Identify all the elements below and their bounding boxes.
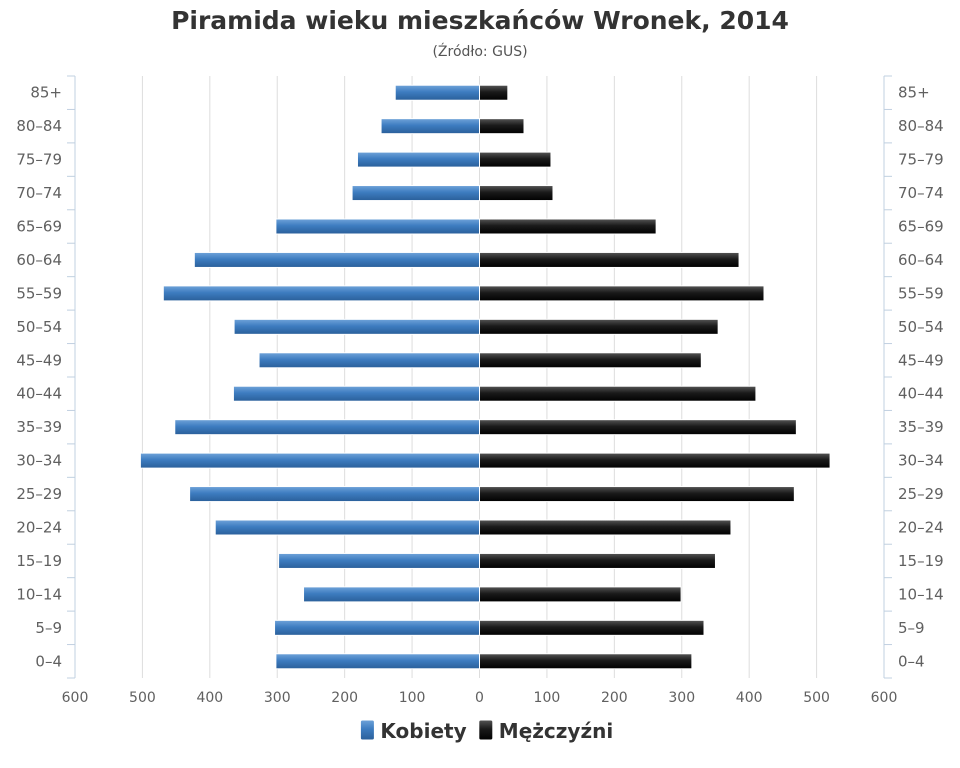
bar-mezczyzni[interactable] [479,385,757,402]
legend-label[interactable]: Mężczyźni [499,719,613,743]
legend-swatch[interactable] [359,719,375,741]
y-tick-label-left: 45–49 [16,351,62,369]
y-tick-label-right: 10–14 [898,585,944,603]
y-tick-label-left: 75–79 [16,151,62,169]
x-tick-label: 400 [196,690,223,706]
bar-mezczyzni[interactable] [479,118,525,135]
y-tick-label-left: 20–24 [16,519,62,537]
x-tick-label: 300 [668,690,695,706]
y-tick-label-right: 15–19 [898,552,944,570]
y-tick-label-right: 65–69 [898,218,944,236]
y-tick-label-right: 30–34 [898,452,944,470]
x-tick-label: 300 [264,690,291,706]
y-tick-label-left: 85+ [30,84,62,102]
bar-mezczyzni[interactable] [479,218,657,235]
bar-mezczyzni[interactable] [479,586,682,603]
legend-swatch[interactable] [478,719,494,741]
bar-mezczyzni[interactable] [479,519,732,536]
x-tick-label: 100 [399,690,426,706]
bar-mezczyzni[interactable] [479,653,693,670]
y-tick-label-left: 30–34 [16,452,62,470]
y-tick-label-right: 5–9 [898,619,925,637]
bar-mezczyzni[interactable] [479,251,740,268]
bar-mezczyzni[interactable] [479,419,797,436]
bar-kobiety[interactable] [214,519,481,536]
bar-kobiety[interactable] [233,318,480,335]
bar-mezczyzni[interactable] [479,619,705,636]
y-tick-label-left: 60–64 [16,251,62,269]
bar-mezczyzni[interactable] [479,151,552,168]
y-tick-label-right: 85+ [898,84,930,102]
y-tick-label-left: 65–69 [16,218,62,236]
bar-mezczyzni[interactable] [479,285,765,302]
y-tick-label-right: 20–24 [898,519,944,537]
bar-kobiety[interactable] [193,251,480,268]
y-tick-label-left: 25–29 [16,485,62,503]
bar-mezczyzni[interactable] [479,352,702,369]
y-tick-label-left: 10–14 [16,585,62,603]
y-tick-label-right: 75–79 [898,151,944,169]
y-tick-label-right: 0–4 [898,652,925,670]
chart-title: Piramida wieku mieszkańców Wronek, 2014 [171,6,789,35]
x-tick-label: 500 [803,690,830,706]
bar-kobiety[interactable] [380,118,480,135]
x-tick-label: 600 [62,690,89,706]
x-tick-label: 0 [475,690,484,706]
y-tick-label-left: 35–39 [16,418,62,436]
chart-subtitle: (Źródło: GUS) [432,44,528,60]
bar-kobiety[interactable] [394,84,480,101]
bar-kobiety[interactable] [274,619,481,636]
bar-kobiety[interactable] [351,185,480,202]
bar-kobiety[interactable] [232,385,480,402]
y-tick-label-right: 35–39 [898,418,944,436]
x-tick-label: 600 [871,690,898,706]
bar-kobiety[interactable] [275,218,480,235]
y-tick-label-right: 50–54 [898,318,944,336]
y-tick-label-left: 40–44 [16,385,62,403]
y-tick-label-right: 60–64 [898,251,944,269]
bar-mezczyzni[interactable] [479,486,795,503]
y-tick-label-left: 50–54 [16,318,62,336]
bar-kobiety[interactable] [278,552,480,569]
y-tick-label-right: 70–74 [898,184,944,202]
x-tick-label: 200 [331,690,358,706]
bar-kobiety[interactable] [139,452,480,469]
bar-mezczyzni[interactable] [479,185,554,202]
y-tick-label-right: 25–29 [898,485,944,503]
y-tick-label-left: 5–9 [35,619,62,637]
y-tick-label-right: 80–84 [898,117,944,135]
bar-kobiety[interactable] [174,419,480,436]
bar-kobiety[interactable] [162,285,480,302]
y-tick-label-left: 55–59 [16,284,62,302]
bar-kobiety[interactable] [258,352,480,369]
bar-kobiety[interactable] [303,586,481,603]
bar-mezczyzni[interactable] [479,318,719,335]
bar-mezczyzni[interactable] [479,552,716,569]
legend-label[interactable]: Kobiety [380,719,466,743]
y-tick-label-right: 55–59 [898,284,944,302]
bar-kobiety[interactable] [275,653,480,670]
x-tick-label: 200 [601,690,628,706]
bar-kobiety[interactable] [356,151,480,168]
y-tick-label-left: 80–84 [16,117,62,135]
y-tick-label-right: 40–44 [898,385,944,403]
x-tick-label: 500 [129,690,156,706]
y-tick-label-right: 45–49 [898,351,944,369]
x-tick-label: 400 [736,690,763,706]
x-tick-label: 100 [534,690,561,706]
bar-mezczyzni[interactable] [479,84,509,101]
y-tick-label-left: 0–4 [35,652,62,670]
bar-mezczyzni[interactable] [479,452,831,469]
y-tick-label-left: 70–74 [16,184,62,202]
bar-kobiety[interactable] [189,486,480,503]
y-tick-label-left: 15–19 [16,552,62,570]
